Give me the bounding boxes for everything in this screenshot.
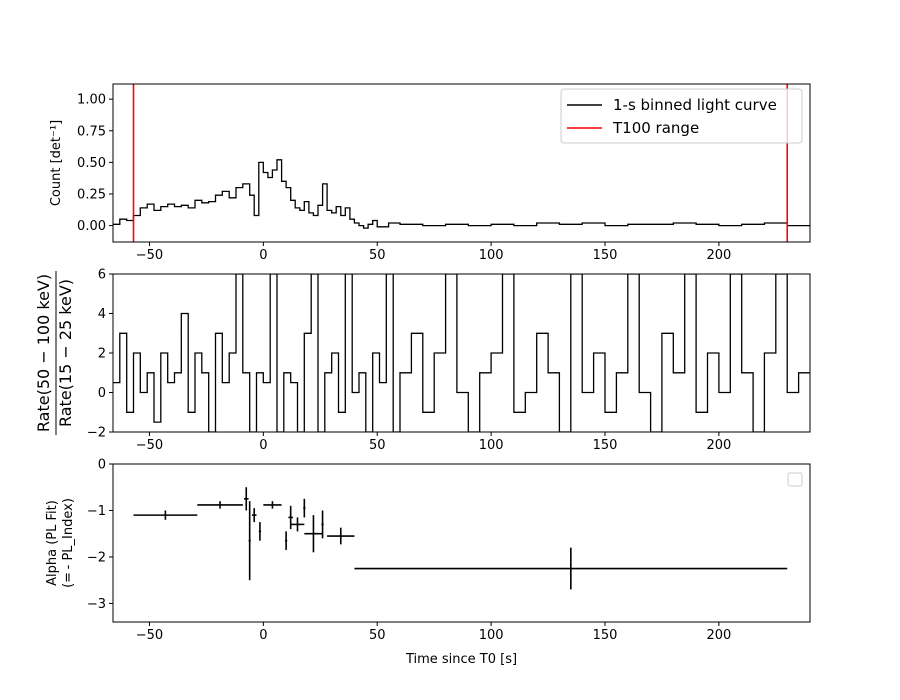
lightcurve-legend-box (560, 88, 803, 144)
x-tick-label: 200 (706, 628, 731, 643)
x-tick-label: 100 (479, 438, 504, 453)
x-tick-label: 100 (479, 248, 504, 263)
x-tick-label: 150 (593, 438, 618, 453)
alpha-plot-area (133, 487, 788, 590)
x-tick-label: 0 (259, 628, 267, 643)
lightcurve-panel: −50 0 50 100 150 200 0.00 0.25 0.50 0.75 1.00 Coun… (49, 83, 811, 263)
y-tick-label: 4 (98, 307, 106, 322)
x-tick-label: 50 (369, 628, 386, 643)
x-tick-label: 50 (369, 248, 386, 263)
hardness-ratio-series (113, 274, 810, 432)
x-tick-label: 0 (259, 438, 267, 453)
hardness-ratio-ticks: −50 0 50 100 150 200 −2 0 2 4 6 (87, 268, 731, 454)
x-tick-label: −50 (136, 438, 163, 453)
alpha-axes-frame (112, 463, 811, 623)
lightcurve-legend: 1-s binned light curve T100 range (560, 88, 803, 144)
legend-label-t100-range: T100 range (612, 119, 699, 137)
x-tick-label: −50 (136, 628, 163, 643)
y-tick-label: 0 (98, 458, 106, 473)
y-tick-label: −1 (87, 504, 106, 519)
x-tick-label: 100 (479, 628, 504, 643)
hardness-ratio-label-denominator: Rate(15 − 25 keV) (56, 279, 75, 427)
y-tick-label: −3 (87, 597, 106, 612)
y-tick-label: 0 (98, 386, 106, 401)
alpha-legend-empty (787, 472, 803, 487)
hardness-ratio-panel: −50 0 50 100 150 200 −2 0 2 4 6 Rate(50 − 100 keV)… (34, 268, 811, 454)
x-tick-label: 0 (259, 248, 267, 263)
y-tick-label: 0.75 (77, 124, 106, 139)
y-tick-label: 0.25 (77, 187, 106, 202)
y-tick-label: 0.50 (77, 156, 106, 171)
legend-label-light-curve: 1-s binned light curve (613, 96, 777, 114)
lightcurve-axes-frame (112, 83, 811, 243)
y-tick-label: 0.00 (77, 219, 106, 234)
y-tick-label: 1.00 (77, 93, 106, 108)
hardness-ratio-label-numerator: Rate(50 − 100 keV) (34, 274, 53, 432)
hardness-ratio-axes-frame (112, 273, 811, 433)
x-tick-label: −50 (136, 248, 163, 263)
y-tick-label: −2 (87, 426, 106, 441)
y-tick-label: 6 (98, 268, 106, 283)
y-tick-label: 2 (98, 347, 106, 362)
x-tick-label: 50 (369, 438, 386, 453)
alpha-ticks: −50 0 50 100 150 200 −3 −2 −1 0 (87, 458, 731, 644)
x-tick-label: 200 (706, 438, 731, 453)
light-curve-series (113, 159, 810, 229)
alpha-panel: −50 0 50 100 150 200 −3 −2 −1 0 Alpha (PL Fit) (=… (45, 458, 811, 667)
alpha-y-axis-label: Alpha (PL Fit) (45, 500, 60, 586)
hardness-ratio-y-axis-label: Rate(50 − 100 keV) Rate(15 − 25 keV) (34, 271, 75, 435)
alpha-y-axis-label-sub: (= - PL_Index) (61, 498, 76, 588)
lightcurve-y-axis-label: Count [det⁻¹] (49, 120, 64, 206)
lightcurve-ticks: −50 0 50 100 150 200 0.00 0.25 0.50 0.75 1.00 (77, 93, 731, 263)
x-axis-label: Time since T0 [s] (405, 652, 517, 667)
hardness-ratio-plot-area (113, 274, 810, 432)
x-tick-label: 150 (593, 248, 618, 263)
x-tick-label: 200 (706, 248, 731, 263)
y-tick-label: −2 (87, 550, 106, 565)
x-tick-label: 150 (593, 628, 618, 643)
